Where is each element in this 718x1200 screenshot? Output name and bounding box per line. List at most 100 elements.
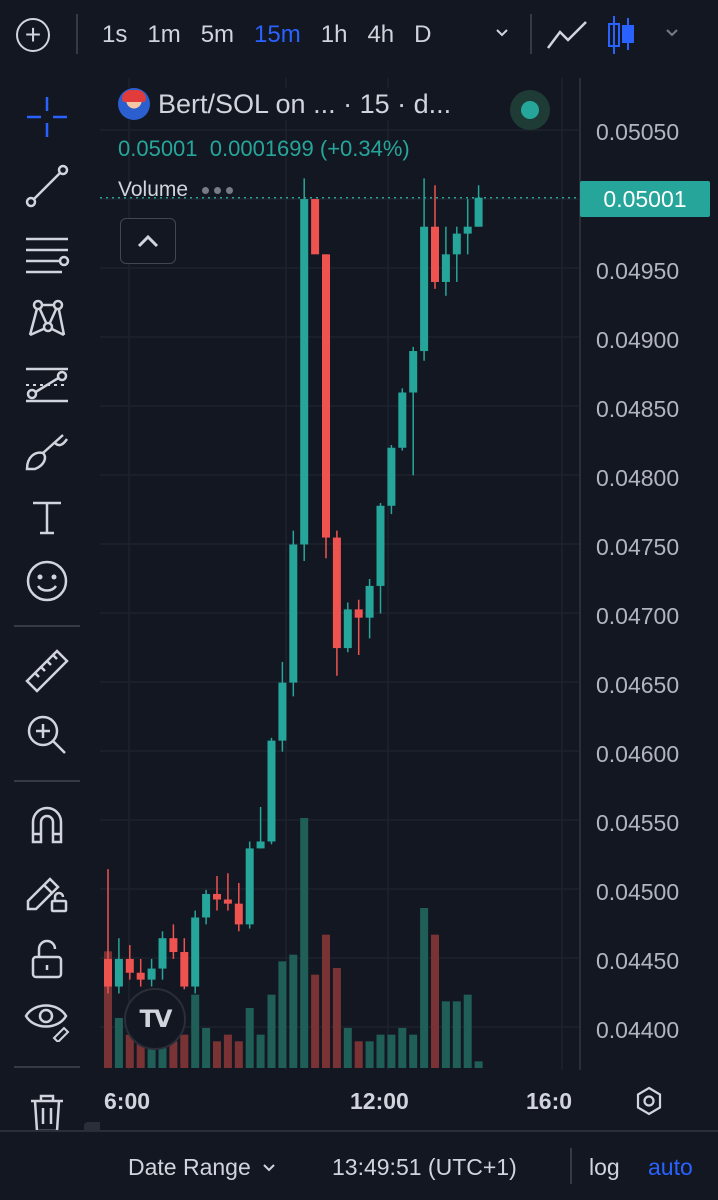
volume-bar <box>104 951 112 1068</box>
legend-change: 0.0001699 (+0.34%) <box>209 136 410 161</box>
candle-body <box>125 958 134 973</box>
volume-bar <box>256 1034 265 1068</box>
more-options-icon[interactable] <box>202 186 238 194</box>
price-label: 0.04900 <box>596 327 680 353</box>
volume-bar <box>311 974 320 1068</box>
chevron-up-icon <box>137 234 159 248</box>
candle-body <box>343 609 352 649</box>
current-price-label: 0.05001 <box>580 181 710 217</box>
volume-bar <box>202 1028 211 1068</box>
symbol-legend[interactable]: Bert/SOL on ... · 15 · d... <box>118 88 452 120</box>
line-chart-icon[interactable] <box>546 18 588 52</box>
candlestick-chart-icon[interactable] <box>606 14 636 56</box>
collapse-legend-button[interactable] <box>120 218 176 264</box>
emoji-icon[interactable] <box>20 554 74 608</box>
zoom-in-icon[interactable] <box>20 708 74 762</box>
ruler-icon[interactable] <box>20 644 74 698</box>
crosshair-icon[interactable] <box>20 90 74 144</box>
chart-pane[interactable] <box>100 78 718 1128</box>
log-scale-toggle[interactable]: log <box>589 1154 620 1180</box>
time-axis[interactable]: 6:00 12:00 16:0 <box>100 1070 580 1130</box>
interval-5m[interactable]: 5m <box>200 21 235 48</box>
time-label: 12:00 <box>350 1088 409 1114</box>
magnet-icon[interactable] <box>20 797 74 851</box>
sidebar-divider <box>14 780 80 782</box>
volume-bar <box>431 934 439 1068</box>
price-label: 0.04800 <box>596 465 680 491</box>
volume-bar <box>398 1028 407 1068</box>
candle-body <box>441 254 450 282</box>
candle-body <box>452 233 461 255</box>
chart-type-dropdown-chevron-icon[interactable] <box>664 24 680 40</box>
volume-bar <box>114 1018 123 1068</box>
volume-bar <box>223 1034 232 1068</box>
date-range-button[interactable]: Date Range <box>128 1154 277 1181</box>
date-range-label: Date Range <box>128 1154 251 1180</box>
pattern-icon[interactable] <box>20 292 74 346</box>
candle-body <box>387 447 396 506</box>
interval-15m[interactable]: 15m <box>254 21 301 48</box>
brush-icon[interactable] <box>20 424 74 478</box>
fib-levels-icon[interactable] <box>20 228 74 282</box>
candle-body <box>234 903 243 925</box>
volume-bar <box>191 994 200 1068</box>
candle-body <box>104 958 112 987</box>
volume-bar <box>354 1041 363 1068</box>
symbol-title: Bert/SOL on ... · 15 · d... <box>158 88 452 119</box>
eye-icon[interactable] <box>20 993 74 1047</box>
interval-D[interactable]: D <box>414 21 432 48</box>
candlestick-chart <box>100 78 581 1070</box>
volume-bar <box>463 994 472 1068</box>
price-label: 0.04650 <box>596 672 680 698</box>
volume-bar <box>409 1034 418 1068</box>
bottom-divider <box>570 1148 572 1184</box>
sidebar-divider <box>14 625 80 627</box>
price-axis[interactable]: 0.05050 0.04950 0.04900 0.04850 0.04800 … <box>580 78 718 1078</box>
trend-line-icon[interactable] <box>20 159 74 213</box>
volume-bar <box>343 1028 352 1068</box>
top-toolbar: + 1s 1m 5m 15m 1h 4h D <box>0 0 718 70</box>
candle-body <box>158 938 167 969</box>
interval-selector: 1s 1m 5m 15m 1h 4h D <box>92 0 441 70</box>
candle-body <box>300 199 309 545</box>
volume-bar <box>289 954 298 1068</box>
price-label: 0.04450 <box>596 948 680 974</box>
candle-body <box>213 893 221 900</box>
candle-body <box>474 197 483 227</box>
time-label: 6:00 <box>104 1088 151 1114</box>
volume-bar <box>420 908 429 1068</box>
candle-body <box>169 938 178 953</box>
interval-dropdown-chevron-icon[interactable] <box>494 24 510 40</box>
interval-1s[interactable]: 1s <box>102 21 128 48</box>
candle-body <box>431 226 439 282</box>
interval-4h[interactable]: 4h <box>367 21 395 48</box>
auto-scale-toggle[interactable]: auto <box>648 1154 693 1180</box>
unlock-icon[interactable] <box>20 932 74 986</box>
text-icon[interactable] <box>20 490 74 544</box>
chart-settings-icon[interactable] <box>634 1086 664 1116</box>
price-label: 0.04850 <box>596 396 680 422</box>
interval-1h[interactable]: 1h <box>320 21 348 48</box>
price-label: 0.04750 <box>596 534 680 560</box>
tradingview-logo[interactable]: TV <box>124 988 186 1050</box>
interval-1m[interactable]: 1m <box>147 21 181 48</box>
lock-drawing-icon[interactable] <box>20 865 74 919</box>
timezone-clock[interactable]: 13:49:51 (UTC+1) <box>332 1154 517 1180</box>
price-label: 0.04700 <box>596 603 680 629</box>
projection-icon[interactable] <box>20 358 74 412</box>
volume-bar <box>125 1034 134 1068</box>
volume-bar <box>245 1008 254 1068</box>
legend-price-row: 0.05001 0.0001699 (+0.34%) <box>118 136 410 162</box>
volume-bar <box>376 1034 385 1068</box>
volume-bar <box>180 1034 189 1068</box>
volume-bar <box>441 1001 450 1068</box>
volume-legend[interactable]: Volume <box>118 178 238 202</box>
volume-bar <box>234 1041 243 1068</box>
price-label: 0.04400 <box>596 1017 680 1043</box>
candle-body <box>376 505 385 586</box>
market-status-dot <box>510 90 550 130</box>
candle-body <box>202 893 211 918</box>
volume-bar <box>267 994 276 1068</box>
add-symbol-button[interactable]: + <box>16 18 50 52</box>
volume-bar <box>474 1061 483 1068</box>
